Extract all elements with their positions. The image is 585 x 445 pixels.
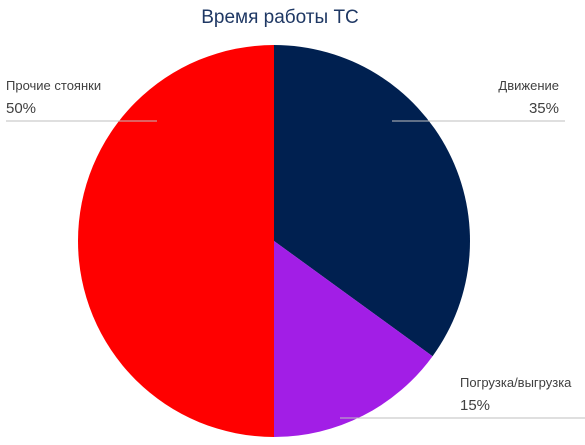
label-other-stops-name: Прочие стоянки: [6, 78, 101, 93]
pie-slices: [78, 45, 470, 437]
chart-title: Время работы ТС: [201, 7, 359, 28]
slice-other-stops: [78, 45, 274, 437]
label-other-stops-value: 50%: [6, 100, 36, 117]
slice-loading-unloading: [274, 241, 433, 437]
label-movement-value: 35%: [529, 100, 559, 117]
slice-movement: [274, 45, 470, 357]
label-movement-name: Движение: [498, 78, 559, 93]
label-loading-value: 15%: [460, 397, 490, 414]
label-loading-name: Погрузка/выгрузка: [460, 375, 572, 390]
